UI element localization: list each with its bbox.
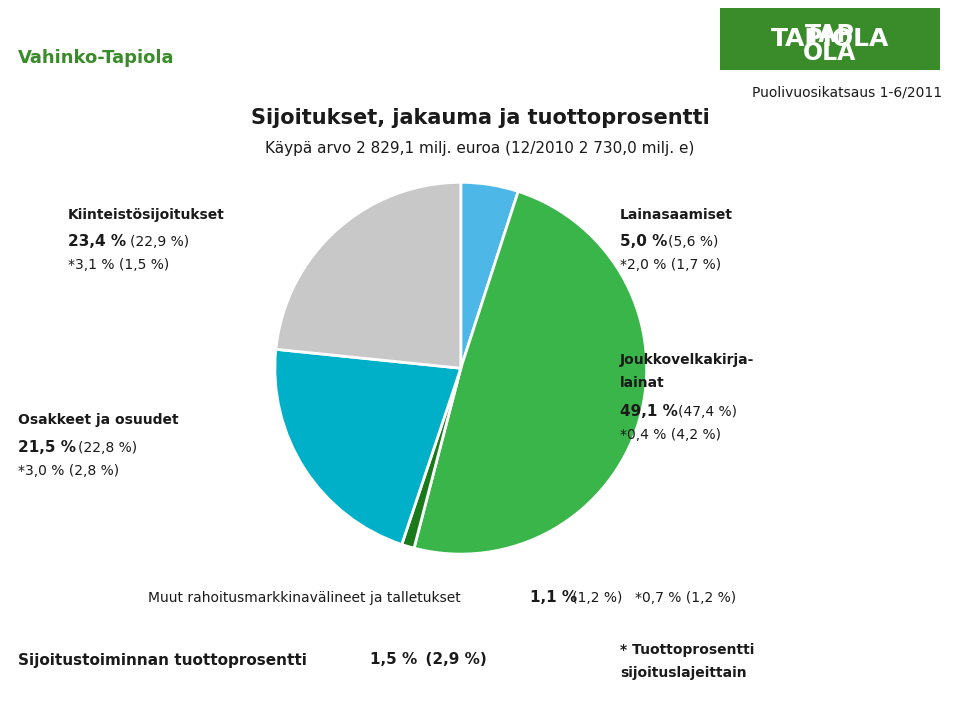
Text: OLA: OLA bbox=[804, 41, 856, 65]
Wedge shape bbox=[414, 192, 647, 554]
Text: Kiinteistösijoitukset: Kiinteistösijoitukset bbox=[68, 208, 225, 222]
Text: 1,1 %: 1,1 % bbox=[530, 591, 577, 606]
Wedge shape bbox=[401, 368, 461, 548]
Text: 1,5 %: 1,5 % bbox=[370, 653, 418, 668]
Wedge shape bbox=[276, 182, 461, 368]
Text: (22,9 %): (22,9 %) bbox=[130, 235, 189, 249]
Text: TAPIOLA: TAPIOLA bbox=[771, 27, 889, 51]
Text: *0,7 % (1,2 %): *0,7 % (1,2 %) bbox=[635, 591, 736, 605]
Text: (1,2 %): (1,2 %) bbox=[572, 591, 622, 605]
Text: Sijoitukset, jakauma ja tuottoprosentti: Sijoitukset, jakauma ja tuottoprosentti bbox=[251, 108, 709, 128]
Text: Puolivuosikatsaus 1-6/2011: Puolivuosikatsaus 1-6/2011 bbox=[752, 85, 942, 99]
Text: *3,1 % (1,5 %): *3,1 % (1,5 %) bbox=[68, 258, 169, 272]
Text: TAP: TAP bbox=[805, 23, 855, 47]
Text: 49,1 %: 49,1 % bbox=[620, 405, 678, 420]
Text: Sijoitustoiminnan tuottoprosentti: Sijoitustoiminnan tuottoprosentti bbox=[18, 653, 307, 668]
Text: (22,8 %): (22,8 %) bbox=[78, 441, 137, 455]
Polygon shape bbox=[720, 50, 740, 70]
Text: Lainasaamiset: Lainasaamiset bbox=[620, 208, 733, 222]
Text: sijoituslajeittain: sijoituslajeittain bbox=[620, 666, 747, 680]
Text: *3,0 % (2,8 %): *3,0 % (2,8 %) bbox=[18, 464, 119, 478]
Text: Käypä arvo 2 829,1 milj. euroa (12/2010 2 730,0 milj. e): Käypä arvo 2 829,1 milj. euroa (12/2010 … bbox=[265, 141, 695, 155]
Text: (47,4 %): (47,4 %) bbox=[678, 405, 737, 419]
Text: *0,4 % (4,2 %): *0,4 % (4,2 %) bbox=[620, 428, 721, 442]
Text: Muut rahoitusmarkkinavälineet ja talletukset: Muut rahoitusmarkkinavälineet ja talletu… bbox=[148, 591, 461, 605]
Text: * Tuottoprosentti: * Tuottoprosentti bbox=[620, 643, 755, 657]
FancyBboxPatch shape bbox=[720, 8, 940, 70]
Wedge shape bbox=[275, 350, 461, 545]
Text: Osakkeet ja osuudet: Osakkeet ja osuudet bbox=[18, 413, 179, 427]
Text: Joukkovelkakirja-: Joukkovelkakirja- bbox=[620, 353, 755, 367]
Text: lainat: lainat bbox=[620, 376, 664, 390]
Text: (2,9 %): (2,9 %) bbox=[415, 653, 487, 668]
Text: (5,6 %): (5,6 %) bbox=[668, 235, 718, 249]
Text: 23,4 %: 23,4 % bbox=[68, 235, 126, 250]
Text: Vahinko-Tapiola: Vahinko-Tapiola bbox=[18, 49, 175, 67]
Text: *2,0 % (1,7 %): *2,0 % (1,7 %) bbox=[620, 258, 721, 272]
Text: 5,0 %: 5,0 % bbox=[620, 235, 667, 250]
Wedge shape bbox=[461, 182, 518, 368]
Text: 21,5 %: 21,5 % bbox=[18, 440, 76, 455]
